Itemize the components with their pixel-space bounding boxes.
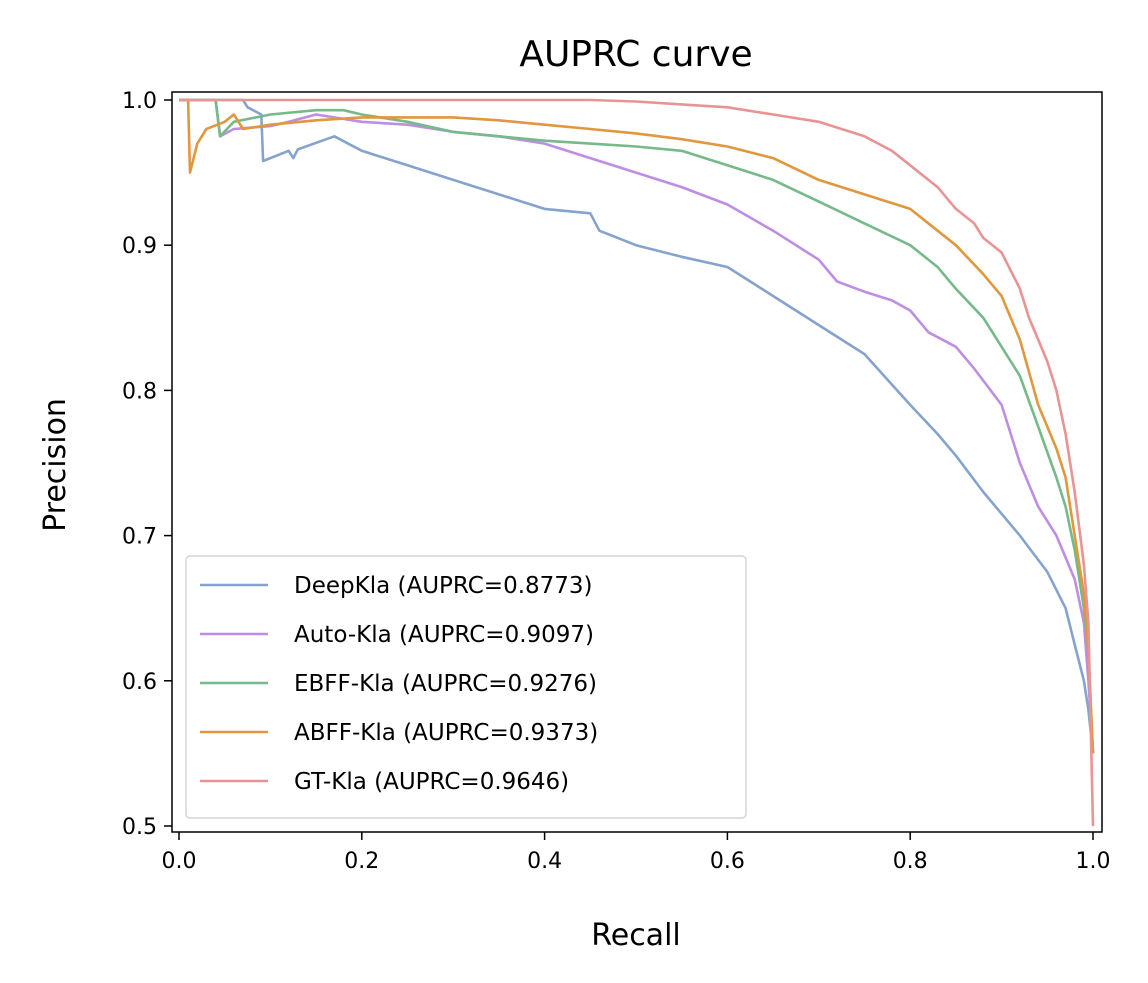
x-tick-label: 0.4 bbox=[527, 849, 562, 874]
series-line-4 bbox=[179, 98, 1095, 827]
series-lines bbox=[179, 98, 1095, 827]
legend-label-2: EBFF-Kla (AUPRC=0.9276) bbox=[294, 671, 597, 697]
plot-area bbox=[171, 91, 1103, 833]
x-axis-label: Recall bbox=[591, 918, 681, 953]
chart-title: AUPRC curve bbox=[519, 34, 752, 75]
axis-ticks: 0.0 0.2 0.4 0.6 0.8 1.0 0.5 0.6 0.7 0.8 0.9 1.0 bbox=[122, 89, 1111, 874]
series-line-0 bbox=[179, 98, 1095, 754]
y-tick-label: 0.8 bbox=[122, 379, 157, 404]
legend-box bbox=[185, 555, 747, 819]
y-axis-label: Precision bbox=[38, 398, 73, 532]
series-line-1 bbox=[179, 98, 1095, 754]
x-tick-label: 0.6 bbox=[710, 849, 745, 874]
series-line-3 bbox=[179, 98, 1095, 754]
legend-label-1: Auto-Kla (AUPRC=0.9097) bbox=[294, 622, 594, 648]
y-tick-label: 0.6 bbox=[122, 670, 157, 695]
series-line-2 bbox=[179, 98, 1095, 754]
legend: DeepKla (AUPRC=0.8773) Auto-Kla (AUPRC=0.… bbox=[185, 555, 747, 819]
legend-label-3: ABFF-Kla (AUPRC=0.9373) bbox=[294, 720, 598, 746]
y-tick-label: 0.9 bbox=[122, 234, 157, 259]
x-tick-label: 0.8 bbox=[893, 849, 928, 874]
x-tick-label: 0.0 bbox=[162, 849, 197, 874]
x-tick-label: 0.2 bbox=[344, 849, 379, 874]
legend-label-0: DeepKla (AUPRC=0.8773) bbox=[294, 573, 593, 599]
y-tick-label: 1.0 bbox=[122, 89, 157, 114]
x-tick-label: 1.0 bbox=[1076, 849, 1111, 874]
legend-label-4: GT-Kla (AUPRC=0.9646) bbox=[294, 769, 569, 795]
y-tick-label: 0.7 bbox=[122, 525, 157, 550]
y-tick-label: 0.5 bbox=[122, 815, 157, 840]
